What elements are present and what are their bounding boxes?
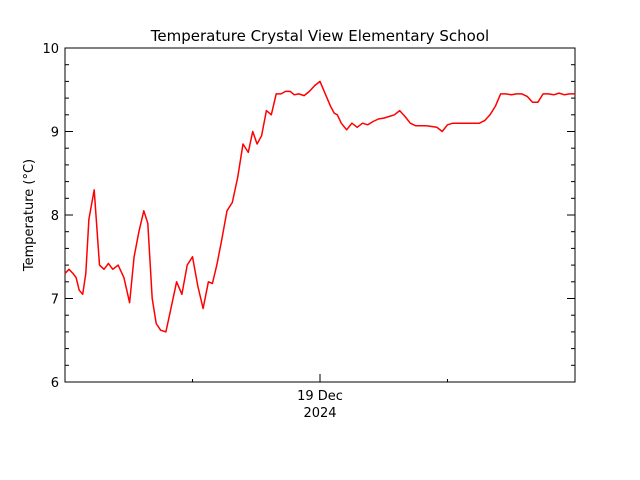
x-tick-label-date: 19 Dec [297, 389, 343, 404]
x-axis-ticks: 19 Dec 2024 [192, 374, 448, 421]
y-tick-label: 10 [42, 42, 59, 57]
y-tick-label: 7 [51, 293, 59, 308]
y-tick-label: 8 [51, 209, 59, 224]
series-layer [64, 80, 575, 333]
series-line-temperature [64, 80, 575, 333]
y-axis-label: Temperature (°C) [22, 159, 37, 272]
chart-title: Temperature Crystal View Elementary Scho… [150, 27, 489, 45]
y-tick-label: 9 [51, 126, 59, 141]
y-tick-label: 6 [51, 376, 59, 391]
x-tick-label-year: 2024 [303, 406, 336, 421]
y-axis-ticks: 6 7 8 9 10 [42, 42, 575, 391]
